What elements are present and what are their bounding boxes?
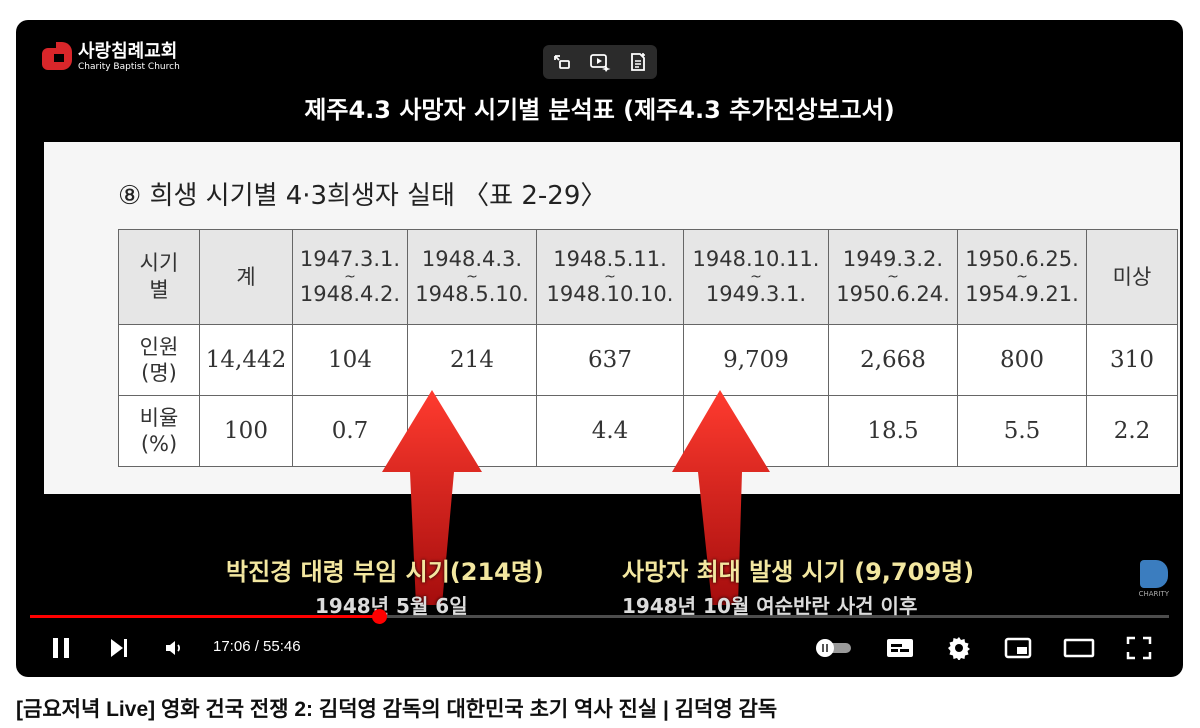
volume-button[interactable] <box>162 628 186 668</box>
table-cell: 310 <box>1086 324 1178 396</box>
subtitles-icon <box>887 639 913 657</box>
video-title[interactable]: [금요저녁 Live] 영화 건국 전쟁 2: 김덕영 감독의 대한민국 초기 … <box>16 698 778 721</box>
table-cell: 100 <box>199 395 293 467</box>
table-row-ratio: 비율 (%) 100 0.7 4.4 18.5 5.5 2.2 <box>118 395 1178 467</box>
subcaption-left: 1948년 5월 6일 <box>315 594 468 618</box>
header-period-6: 1950.6.25. ~1954.9.21. <box>957 229 1087 325</box>
channel-logo: 사랑침례교회 Charity Baptist Church <box>42 42 180 72</box>
header-period-1: 1947.3.1. ~1948.4.2. <box>292 229 408 325</box>
table-row-count: 인원 (명) 14,442 104 214 637 9,709 2,668 800… <box>118 324 1178 396</box>
progress-bar[interactable] <box>30 609 1169 624</box>
miniplayer-icon <box>1004 637 1032 659</box>
caption-left: 박진경 대령 부임 시기(214명) <box>226 558 544 586</box>
header-total: 계 <box>199 229 293 325</box>
logo-english-text: Charity Baptist Church <box>78 62 180 72</box>
table-cell: 9,709 <box>683 324 829 396</box>
header-period-4: 1948.10.11. ~1949.3.1. <box>683 229 829 325</box>
video-player[interactable]: 사랑침례교회 Charity Baptist Church 제주4.3 사망자 … <box>16 20 1183 677</box>
table-cell: 800 <box>957 324 1087 396</box>
table-heading: ⑧ 희생 시기별 4·3희생자 실태 〈표 2-29〉 <box>118 181 607 211</box>
pause-button[interactable] <box>48 628 74 668</box>
row-label-ratio: 비율 (%) <box>118 395 200 467</box>
gear-icon <box>948 637 970 660</box>
caption-right: 사망자 최대 발생 시기 (9,709명) <box>622 558 975 586</box>
victims-table: 시기 별 계 1947.3.1. ~1948.4.2. 1948.4.3. ~194… <box>118 229 1178 467</box>
fullscreen-button[interactable] <box>1124 628 1154 668</box>
theater-icon <box>1063 638 1095 658</box>
table-cell: 214 <box>407 324 537 396</box>
table-header-row: 시기 별 계 1947.3.1. ~1948.4.2. 1948.4.3. ~194… <box>118 229 1178 325</box>
clip-sparkle-icon[interactable] <box>589 51 611 73</box>
header-period-3: 1948.5.11. ~1948.10.10. <box>536 229 684 325</box>
pause-icon <box>53 638 69 658</box>
scrubber-handle[interactable] <box>372 609 388 624</box>
table-cell: 2.2 <box>1086 395 1178 467</box>
header-period-label: 시기 별 <box>118 229 200 325</box>
notes-icon[interactable] <box>627 51 649 73</box>
settings-button[interactable] <box>944 628 974 668</box>
table-cell: 5.5 <box>957 395 1087 467</box>
table-cell: 14,442 <box>199 324 293 396</box>
player-controls: 17:06 / 55:46 <box>16 628 1183 668</box>
red-arrow-icon <box>672 390 770 605</box>
replay-segment-icon[interactable] <box>551 51 573 73</box>
miniplayer-button[interactable] <box>1002 628 1034 668</box>
watermark-logo-icon <box>1139 560 1168 588</box>
header-period-2: 1948.4.3. ~1948.5.10. <box>407 229 537 325</box>
header-unknown: 미상 <box>1086 229 1178 325</box>
header-period-5: 1949.3.2. ~1950.6.24. <box>828 229 958 325</box>
church-logo-icon <box>42 42 72 72</box>
subcaption-right: 1948년 10월 여순반란 사건 이후 <box>622 594 918 618</box>
progress-played <box>30 615 380 618</box>
next-button[interactable] <box>106 628 132 668</box>
autoplay-toggle[interactable] <box>812 628 856 668</box>
row-label-count: 인원 (명) <box>118 324 200 396</box>
table-cell: 0.7 <box>292 395 408 467</box>
autoplay-toggle-icon <box>816 639 851 657</box>
subtitles-button[interactable] <box>884 628 916 668</box>
table-cell: 637 <box>536 324 684 396</box>
fullscreen-icon <box>1126 636 1152 660</box>
table-cell: 2,668 <box>828 324 958 396</box>
top-control-pill <box>543 45 657 79</box>
red-arrow-icon <box>382 390 482 605</box>
skip-next-icon <box>111 639 127 657</box>
table-cell: 4.4 <box>536 395 684 467</box>
theater-mode-button[interactable] <box>1062 628 1096 668</box>
table-cell: 104 <box>292 324 408 396</box>
volume-icon <box>166 641 181 655</box>
document-panel: ⑧ 희생 시기별 4·3희생자 실태 〈표 2-29〉 시기 별 계 1947.… <box>44 142 1180 494</box>
table-cell: 18.5 <box>828 395 958 467</box>
time-display: 17:06 / 55:46 <box>213 638 301 655</box>
logo-korean-text: 사랑침례교회 <box>78 41 178 62</box>
slide-title: 제주4.3 사망자 시기별 분석표 (제주4.3 추가진상보고서) <box>304 96 895 124</box>
channel-watermark: CHARITY <box>1139 560 1169 598</box>
